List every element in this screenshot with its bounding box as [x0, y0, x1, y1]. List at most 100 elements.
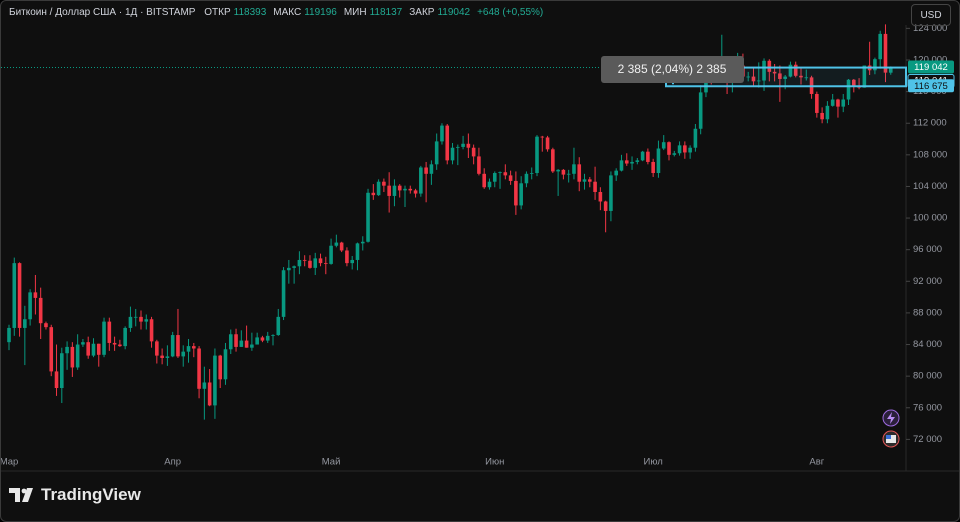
- candle-body: [804, 77, 809, 79]
- candle-body: [223, 349, 228, 380]
- candle-body: [123, 327, 127, 347]
- y-tick-label: 104 000: [913, 181, 947, 192]
- measure-bottom-label: 116 675: [914, 81, 948, 92]
- candle-body: [836, 99, 840, 107]
- candle-body: [49, 327, 54, 372]
- candle-body: [529, 173, 534, 174]
- plot: [7, 24, 893, 420]
- value: 118137: [369, 7, 403, 18]
- candle-body: [371, 192, 376, 196]
- candle-body: [582, 179, 587, 182]
- candle-body: [292, 266, 296, 268]
- candle-body: [545, 137, 550, 150]
- calendar-icon[interactable]: [882, 430, 900, 448]
- candle-body: [756, 80, 761, 82]
- candle-body: [170, 335, 175, 357]
- measure-tooltip-bg: [601, 56, 744, 83]
- candle-body: [487, 181, 492, 188]
- measure-bottom-tag: [908, 79, 954, 93]
- candle-body: [197, 348, 201, 389]
- y-tick-label: 88 000: [913, 307, 942, 318]
- candle-body: [302, 259, 307, 261]
- y-tick-label: 76 000: [913, 402, 942, 413]
- candle-body: [260, 337, 265, 341]
- candle-body: [202, 382, 207, 389]
- candle-body: [456, 146, 460, 148]
- currency-button[interactable]: USD: [911, 4, 951, 26]
- logo-icon: [9, 488, 33, 502]
- candle-body: [12, 263, 17, 328]
- candle-body: [382, 181, 386, 186]
- candle-body: [186, 346, 191, 352]
- candle-body: [661, 142, 666, 149]
- measure-tooltip: 2 385 (2,04%) 2 385: [618, 62, 727, 76]
- candle-body: [403, 188, 407, 191]
- candle-body: [91, 343, 96, 356]
- value: 118393: [233, 7, 267, 18]
- candle-body: [572, 164, 576, 174]
- candle-body: [139, 316, 143, 322]
- candle-body: [54, 371, 59, 389]
- candle-body: [609, 175, 613, 211]
- candle-body: [192, 346, 196, 349]
- candle-body: [646, 151, 650, 162]
- candle-body: [551, 149, 555, 172]
- candle-body: [820, 112, 824, 120]
- candle-body: [413, 190, 418, 194]
- candle-body: [424, 167, 428, 174]
- candle-body: [793, 64, 798, 76]
- candle-body: [355, 243, 360, 260]
- candle-body: [651, 161, 655, 174]
- candle-body: [440, 125, 444, 142]
- candle-body: [540, 136, 545, 138]
- candle-body: [519, 183, 523, 206]
- candle-body: [445, 125, 450, 161]
- candle-body: [128, 316, 133, 328]
- candle-body: [176, 335, 180, 357]
- candle-body: [688, 147, 692, 153]
- candle-body: [287, 267, 291, 271]
- candle-body: [593, 181, 597, 192]
- candle-body: [44, 323, 48, 328]
- logo: TradingView: [9, 485, 141, 505]
- candle-body: [603, 201, 608, 211]
- candle-body: [751, 76, 756, 82]
- candle-body: [234, 334, 238, 347]
- candle-body: [450, 147, 455, 161]
- alert-icon[interactable]: [882, 409, 900, 427]
- candle-body: [265, 335, 270, 341]
- candle-body: [408, 188, 413, 191]
- x-tick-label: Май: [322, 457, 341, 468]
- candle-body: [477, 156, 481, 174]
- candle-body: [23, 319, 27, 328]
- candle-body: [508, 175, 513, 181]
- y-tick-label: 120 000: [913, 55, 947, 66]
- y-tick-label: 84 000: [913, 339, 942, 350]
- candle-body: [281, 270, 286, 317]
- candle-body: [350, 259, 354, 264]
- candle-body: [566, 173, 571, 175]
- candle-body: [503, 172, 508, 176]
- candle-body: [324, 263, 328, 264]
- candle-body: [635, 160, 640, 162]
- candle-body: [624, 160, 629, 164]
- candle-body: [698, 92, 703, 129]
- candle-body: [397, 185, 402, 191]
- candle-body: [70, 346, 75, 368]
- candle-body: [862, 65, 867, 88]
- y-tick-label: 72 000: [913, 434, 942, 445]
- candle-body: [461, 143, 465, 147]
- candle-body: [783, 76, 787, 79]
- candle-body: [598, 191, 603, 202]
- x-tick-label: Июл: [644, 457, 663, 468]
- candle-body: [297, 259, 302, 267]
- candle-body: [799, 75, 803, 78]
- candle-body: [118, 344, 122, 347]
- value: 119042: [437, 7, 471, 18]
- candle-body: [466, 143, 471, 148]
- candle-body: [888, 67, 893, 73]
- x-tick-label: Июн: [485, 457, 504, 468]
- candle-body: [392, 185, 397, 196]
- candle-body: [561, 169, 566, 175]
